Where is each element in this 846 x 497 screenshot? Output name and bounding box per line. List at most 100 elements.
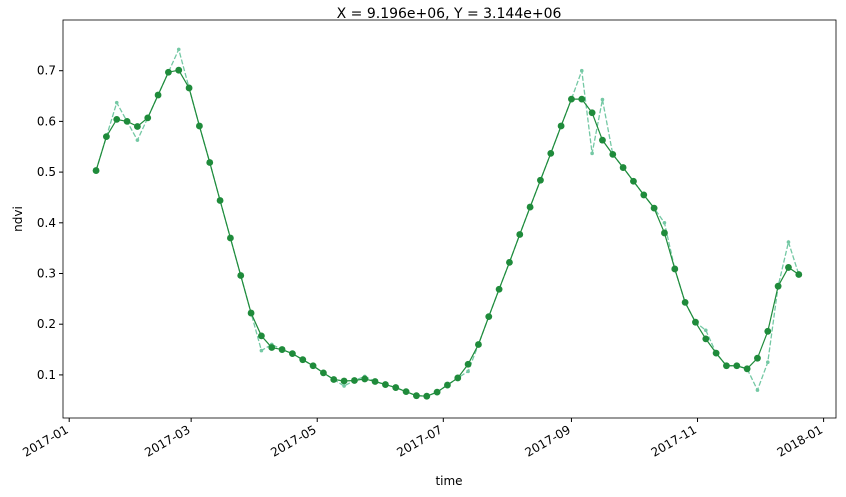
point — [330, 376, 338, 383]
point — [774, 282, 782, 290]
point — [278, 346, 286, 353]
point — [413, 392, 420, 400]
point — [402, 388, 410, 396]
y-tick-label: 0.1 — [37, 368, 56, 382]
point — [630, 177, 637, 185]
point — [568, 95, 575, 103]
point — [516, 231, 524, 238]
x-tick-label: 2017-01 — [20, 422, 70, 459]
point — [299, 356, 307, 364]
point — [144, 114, 152, 122]
point — [423, 392, 431, 400]
point — [712, 349, 720, 357]
point — [723, 362, 730, 370]
point — [165, 68, 172, 76]
point — [526, 203, 534, 211]
x-tick-label: 2017-07 — [394, 422, 444, 459]
point — [702, 335, 710, 343]
point — [309, 362, 317, 370]
point — [754, 354, 761, 362]
point — [123, 118, 131, 125]
point — [114, 100, 119, 105]
point — [619, 164, 627, 171]
point — [609, 150, 617, 158]
point — [237, 272, 245, 279]
y-tick-label: 0.6 — [37, 114, 56, 128]
point — [216, 197, 224, 204]
point — [765, 360, 770, 365]
point — [466, 369, 470, 374]
point — [547, 149, 555, 157]
point — [537, 176, 544, 184]
point — [557, 122, 565, 130]
x-tick-label: 2017-05 — [268, 422, 318, 459]
point — [590, 151, 594, 156]
point — [113, 115, 121, 123]
point — [495, 285, 503, 293]
point — [599, 136, 606, 144]
point — [600, 97, 605, 102]
point — [662, 221, 667, 225]
point — [733, 362, 741, 370]
series-line — [95, 47, 800, 397]
point — [485, 313, 493, 320]
point — [661, 229, 668, 237]
point — [361, 375, 369, 383]
plot-frame — [62, 19, 837, 419]
point — [506, 258, 513, 266]
point — [671, 265, 679, 273]
point — [579, 68, 584, 73]
point — [154, 91, 162, 99]
x-tick-label: 2017-03 — [142, 422, 192, 459]
point — [320, 369, 327, 377]
y-axis-label: ndvi — [11, 206, 25, 232]
point — [206, 159, 214, 166]
point — [351, 377, 358, 384]
point — [703, 328, 708, 333]
point — [382, 381, 389, 388]
point — [134, 123, 141, 130]
point — [475, 341, 482, 348]
y-tick-label: 0.5 — [37, 165, 56, 179]
chart-title: X = 9.196e+06, Y = 3.144e+06 — [337, 6, 562, 22]
point — [681, 299, 689, 306]
point — [786, 240, 791, 244]
point — [289, 350, 296, 358]
point — [764, 327, 772, 335]
point — [464, 360, 472, 368]
point — [743, 365, 751, 373]
point — [268, 344, 276, 351]
point — [227, 234, 234, 242]
point — [650, 204, 658, 212]
point — [578, 95, 586, 103]
series-line — [95, 69, 800, 397]
point — [433, 388, 441, 396]
point — [785, 264, 792, 271]
point — [92, 167, 100, 174]
point — [392, 384, 400, 391]
point — [454, 374, 462, 382]
y-tick-label: 0.2 — [37, 317, 56, 331]
x-tick-label: 2017-11 — [649, 422, 699, 459]
y-tick-label: 0.3 — [37, 267, 56, 281]
point — [640, 191, 648, 199]
point — [247, 309, 255, 317]
x-tick-label: 2017-09 — [523, 422, 573, 459]
point — [185, 84, 193, 92]
x-axis-label: time — [435, 474, 462, 488]
point — [588, 109, 596, 117]
y-tick-label: 0.4 — [37, 216, 56, 230]
point — [259, 348, 264, 353]
point — [342, 384, 346, 388]
point — [340, 377, 348, 385]
point — [371, 378, 379, 385]
point — [444, 381, 451, 389]
y-tick-label: 0.7 — [37, 64, 56, 78]
point — [175, 66, 183, 74]
point — [795, 271, 803, 278]
point — [176, 47, 181, 52]
point — [258, 332, 265, 340]
point — [755, 388, 760, 392]
point — [135, 138, 140, 142]
